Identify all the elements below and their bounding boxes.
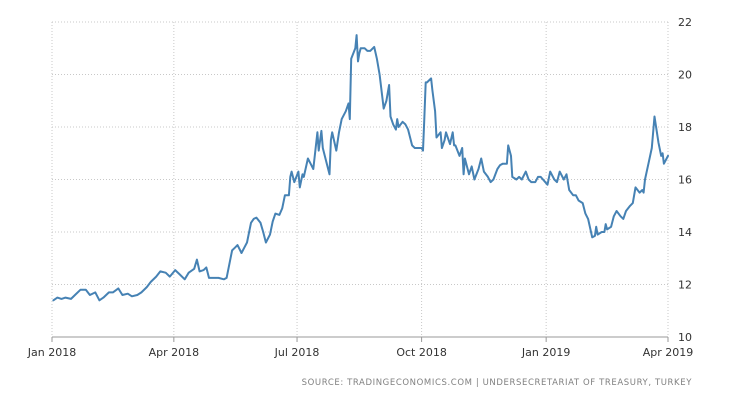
y-tick-label: 18 [678,121,692,134]
y-tick-label: 22 [678,16,692,29]
x-tick-label: Apr 2018 [149,346,200,359]
x-tick-label: Jan 2019 [521,346,570,359]
axes [51,336,669,342]
x-tick-labels: Jan 2018 Apr 2018 Jul 2018 Oct 2018 Jan 2019… [27,346,693,359]
grid [51,21,669,337]
source-note: SOURCE: TRADINGECONOMICS.COM | UNDERSECR… [301,378,692,388]
x-tick-label: Oct 2018 [396,346,447,359]
x-tick-label: Jan 2018 [27,346,76,359]
y-tick-label: 14 [678,226,692,239]
x-tick-label: Jul 2018 [274,346,320,359]
y-tick-label: 10 [678,331,692,344]
series-group [52,34,669,302]
y-tick-label: 16 [678,174,692,187]
y-tick-labels: 10 12 14 16 18 20 22 [678,16,692,344]
series-line-0 [52,34,669,302]
y-tick-label: 20 [678,69,692,82]
x-tick-label: Apr 2019 [643,346,694,359]
y-tick-label: 12 [678,279,692,292]
